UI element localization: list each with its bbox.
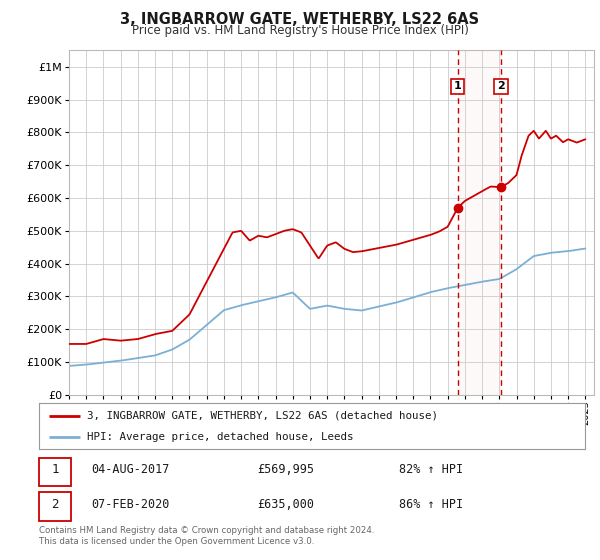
Text: 3, INGBARROW GATE, WETHERBY, LS22 6AS (detached house): 3, INGBARROW GATE, WETHERBY, LS22 6AS (d…: [87, 410, 438, 421]
Text: £569,995: £569,995: [257, 464, 314, 477]
FancyBboxPatch shape: [39, 492, 71, 521]
Text: 86% ↑ HPI: 86% ↑ HPI: [400, 498, 463, 511]
Text: 1: 1: [51, 464, 59, 477]
Text: £635,000: £635,000: [257, 498, 314, 511]
Text: 3, INGBARROW GATE, WETHERBY, LS22 6AS: 3, INGBARROW GATE, WETHERBY, LS22 6AS: [121, 12, 479, 27]
Text: 2: 2: [51, 498, 59, 511]
Text: 2: 2: [497, 82, 505, 91]
Bar: [458, 50, 501, 395]
Text: 04-AUG-2017: 04-AUG-2017: [91, 464, 169, 477]
FancyBboxPatch shape: [39, 458, 71, 487]
Text: 07-FEB-2020: 07-FEB-2020: [91, 498, 169, 511]
Text: 1: 1: [454, 82, 461, 91]
Text: Price paid vs. HM Land Registry's House Price Index (HPI): Price paid vs. HM Land Registry's House …: [131, 24, 469, 37]
Text: HPI: Average price, detached house, Leeds: HPI: Average price, detached house, Leed…: [87, 432, 353, 442]
Text: 82% ↑ HPI: 82% ↑ HPI: [400, 464, 463, 477]
Text: Contains HM Land Registry data © Crown copyright and database right 2024.
This d: Contains HM Land Registry data © Crown c…: [39, 526, 374, 546]
